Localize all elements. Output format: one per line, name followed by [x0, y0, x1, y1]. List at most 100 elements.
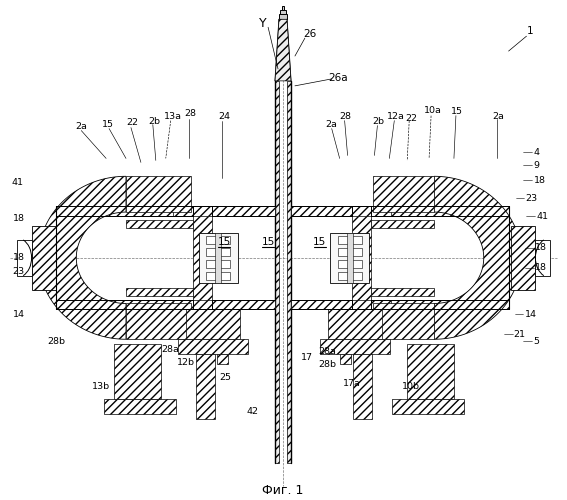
- Bar: [206, 272, 230, 280]
- Polygon shape: [287, 81, 291, 464]
- Text: 17а: 17а: [342, 380, 361, 388]
- Text: 15: 15: [218, 237, 231, 247]
- Polygon shape: [16, 240, 32, 276]
- Polygon shape: [291, 206, 509, 216]
- Polygon shape: [177, 340, 248, 354]
- Text: 13b: 13b: [92, 382, 110, 392]
- Text: 18: 18: [535, 244, 547, 252]
- Text: 4: 4: [534, 148, 539, 157]
- Text: 2а: 2а: [493, 112, 505, 121]
- Text: 23: 23: [526, 194, 538, 202]
- Text: 2b: 2b: [373, 117, 384, 126]
- Polygon shape: [275, 81, 279, 464]
- Text: 41: 41: [536, 212, 548, 220]
- Text: 1: 1: [527, 26, 534, 36]
- Polygon shape: [104, 399, 176, 414]
- Text: Фиг. 1: Фиг. 1: [263, 484, 304, 497]
- Text: 5: 5: [534, 337, 539, 346]
- Text: 22: 22: [405, 114, 417, 123]
- Text: 12b: 12b: [176, 358, 194, 366]
- Bar: [338, 236, 362, 244]
- Text: 2а: 2а: [326, 120, 337, 129]
- Text: 14: 14: [524, 310, 536, 319]
- Text: 15: 15: [261, 237, 275, 247]
- Text: 14: 14: [12, 310, 24, 319]
- Bar: [206, 248, 230, 256]
- Polygon shape: [57, 206, 275, 216]
- Bar: [329, 233, 370, 282]
- Polygon shape: [196, 354, 215, 419]
- Polygon shape: [340, 354, 350, 364]
- Text: 28а: 28а: [162, 344, 180, 354]
- Polygon shape: [374, 176, 434, 212]
- Polygon shape: [510, 226, 535, 290]
- Polygon shape: [126, 304, 191, 340]
- Polygon shape: [126, 288, 193, 296]
- Text: 13а: 13а: [164, 112, 181, 121]
- Text: 41: 41: [12, 178, 24, 187]
- Text: 28b: 28b: [48, 337, 65, 346]
- Polygon shape: [374, 304, 434, 340]
- Bar: [338, 272, 362, 280]
- Text: 18: 18: [535, 263, 547, 272]
- Bar: [215, 233, 221, 282]
- Polygon shape: [281, 6, 285, 10]
- Text: 9: 9: [534, 161, 539, 170]
- Polygon shape: [185, 310, 240, 340]
- Text: 22: 22: [126, 118, 138, 127]
- Polygon shape: [193, 206, 213, 310]
- Polygon shape: [535, 240, 551, 276]
- Text: 18: 18: [12, 214, 24, 222]
- Polygon shape: [353, 354, 373, 419]
- Text: 28b: 28b: [319, 360, 337, 368]
- Polygon shape: [57, 300, 275, 310]
- Bar: [198, 233, 238, 282]
- Polygon shape: [407, 344, 454, 399]
- Polygon shape: [39, 176, 126, 340]
- Text: 42: 42: [246, 408, 258, 416]
- Text: 28а: 28а: [319, 346, 337, 356]
- Polygon shape: [280, 10, 286, 14]
- Text: 25: 25: [219, 372, 231, 382]
- Polygon shape: [275, 20, 291, 81]
- Text: 2b: 2b: [148, 117, 160, 126]
- Polygon shape: [371, 288, 434, 296]
- Text: 21: 21: [514, 330, 526, 339]
- Polygon shape: [352, 300, 391, 310]
- Text: 17: 17: [301, 352, 313, 362]
- Bar: [206, 260, 230, 268]
- Bar: [346, 233, 353, 282]
- Bar: [206, 236, 230, 244]
- Text: 12а: 12а: [387, 112, 405, 121]
- Polygon shape: [392, 399, 464, 414]
- Polygon shape: [173, 206, 213, 216]
- Text: 26а: 26а: [328, 73, 348, 83]
- Bar: [338, 248, 362, 256]
- Text: 24: 24: [218, 112, 230, 121]
- Text: Y: Y: [259, 17, 267, 30]
- Text: 15: 15: [451, 107, 463, 116]
- Text: 28: 28: [340, 112, 352, 121]
- Text: 23: 23: [12, 267, 24, 276]
- Polygon shape: [217, 354, 229, 364]
- Polygon shape: [352, 206, 371, 310]
- Text: 15: 15: [313, 237, 327, 247]
- Polygon shape: [173, 300, 213, 310]
- Text: 28: 28: [185, 109, 197, 118]
- Polygon shape: [126, 220, 193, 228]
- Polygon shape: [279, 14, 287, 20]
- Text: 10b: 10b: [402, 382, 420, 392]
- Polygon shape: [126, 176, 191, 212]
- Polygon shape: [434, 176, 522, 340]
- Polygon shape: [371, 220, 434, 228]
- Text: 10а: 10а: [424, 106, 442, 115]
- Polygon shape: [32, 226, 57, 290]
- Polygon shape: [320, 340, 390, 354]
- Text: 26: 26: [303, 29, 316, 39]
- Text: 15: 15: [102, 120, 114, 129]
- Polygon shape: [352, 206, 391, 216]
- Text: 18: 18: [534, 176, 545, 185]
- Text: 2а: 2а: [75, 122, 87, 131]
- Polygon shape: [114, 344, 161, 399]
- Polygon shape: [291, 300, 509, 310]
